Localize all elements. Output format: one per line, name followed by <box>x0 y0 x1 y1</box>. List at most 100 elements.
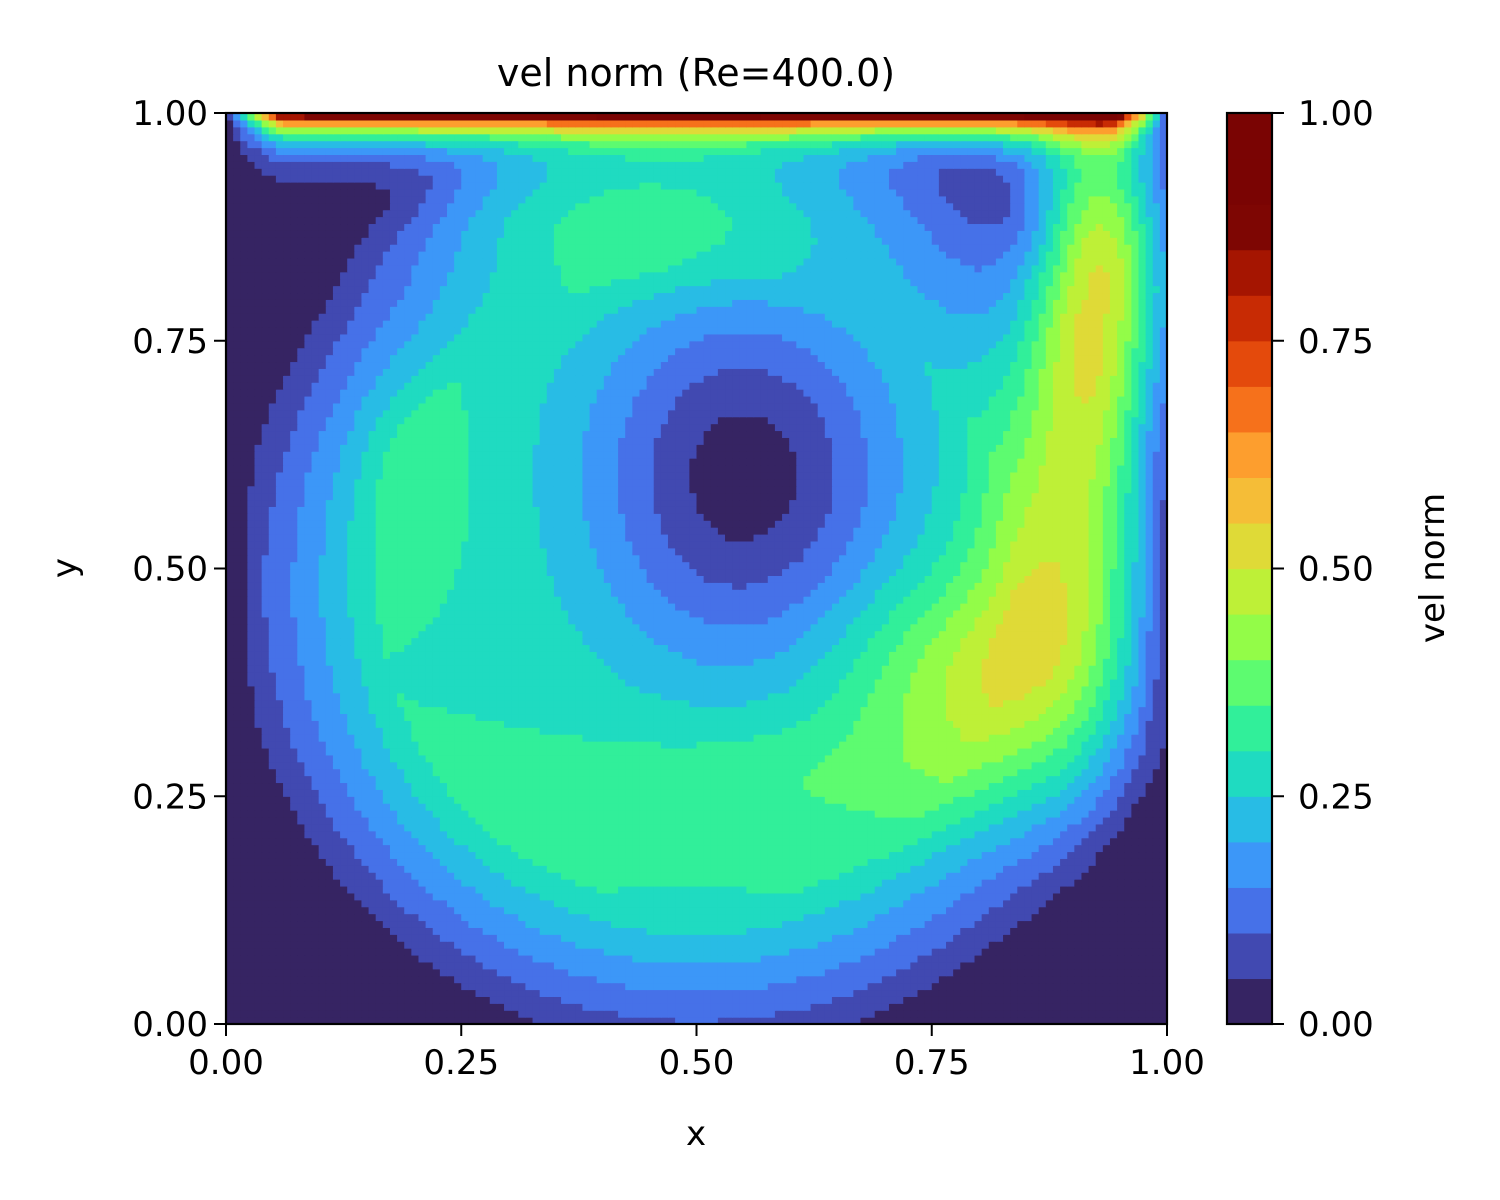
contour-cell <box>247 899 256 908</box>
contour-cell <box>432 879 441 887</box>
contour-cell <box>725 837 733 846</box>
contour-cell <box>853 927 862 935</box>
contour-cell <box>974 879 983 887</box>
contour-cell <box>454 1003 462 1011</box>
contour-cell <box>475 810 484 818</box>
contour-cell <box>610 982 619 991</box>
contour-cell <box>625 899 633 908</box>
contour-cell <box>596 782 605 790</box>
contour-cell <box>532 775 541 784</box>
contour-cell <box>689 961 698 970</box>
contour-cell <box>539 775 548 784</box>
contour-cell <box>618 920 626 928</box>
contour-cell <box>1024 885 1033 894</box>
contour-cell <box>682 941 690 949</box>
contour-cell <box>946 954 954 963</box>
contour-cell <box>874 768 883 777</box>
contour-cell <box>311 1003 320 1011</box>
contour-cell <box>603 996 612 1004</box>
contour-cell <box>789 892 797 901</box>
contour-cell <box>646 775 655 784</box>
contour-cell <box>397 885 405 894</box>
contour-cell <box>511 913 519 922</box>
contour-cell <box>717 941 726 949</box>
contour-cell <box>1045 982 1054 991</box>
contour-cell <box>1109 941 1118 949</box>
contour-cell <box>347 968 355 977</box>
contour-cell <box>618 830 626 839</box>
contour-cell <box>782 865 790 873</box>
contour-cell <box>275 954 284 963</box>
contour-cell <box>796 899 805 908</box>
contour-cell <box>511 1003 519 1011</box>
contour-cell <box>903 941 911 949</box>
contour-cell <box>354 810 363 818</box>
contour-cell <box>1003 906 1011 915</box>
contour-cell <box>682 1003 690 1011</box>
contour-cell <box>1060 913 1068 922</box>
contour-cell <box>739 885 747 894</box>
contour-cell <box>1067 899 1075 908</box>
contour-cell <box>910 782 919 790</box>
contour-cell <box>960 975 968 984</box>
contour-cell <box>725 879 733 887</box>
contour-cell <box>1138 941 1147 949</box>
contour-cell <box>596 1003 605 1011</box>
contour-cell <box>1067 892 1075 901</box>
contour-cell <box>746 885 755 894</box>
contour-cell <box>1102 899 1111 908</box>
contour-cell <box>931 830 940 839</box>
contour-cell <box>446 920 455 928</box>
contour-cell <box>553 865 562 873</box>
contour-cell <box>739 837 747 846</box>
contour-cell <box>682 892 690 901</box>
contour-cell <box>1159 837 1167 846</box>
contour-cell <box>689 954 698 963</box>
contour-cell <box>839 796 847 804</box>
contour-cell <box>831 954 840 963</box>
contour-cell <box>946 858 954 866</box>
contour-cell <box>575 885 584 894</box>
contour-cell <box>1017 899 1026 908</box>
contour-cell <box>903 858 911 866</box>
contour-cell <box>853 789 862 797</box>
contour-cell <box>504 830 512 839</box>
contour-cell <box>796 872 805 880</box>
contour-cell <box>746 768 755 777</box>
contour-cell <box>1145 858 1154 866</box>
contour-cell <box>810 1010 819 1018</box>
contour-cell <box>853 948 862 956</box>
contour-cell <box>1024 851 1033 859</box>
contour-cell <box>589 1010 598 1018</box>
contour-cell <box>903 865 911 873</box>
contour-cell <box>482 941 491 949</box>
contour-cell <box>454 844 462 853</box>
contour-cell <box>468 789 477 797</box>
contour-cell <box>382 865 391 873</box>
contour-cell <box>988 816 997 825</box>
contour-cell <box>860 810 869 818</box>
contour-cell <box>632 975 641 984</box>
contour-cell <box>1131 851 1140 859</box>
contour-cell <box>860 892 869 901</box>
contour-cell <box>660 989 669 997</box>
contour-cell <box>539 934 548 942</box>
contour-cell <box>347 796 355 804</box>
contour-cell <box>375 1010 384 1018</box>
contour-cell <box>839 789 847 797</box>
contour-cell <box>297 837 306 846</box>
contour-cell <box>689 1003 698 1011</box>
contour-cell <box>1024 934 1033 942</box>
contour-cell <box>725 982 733 991</box>
contour-cell <box>881 823 890 832</box>
contour-field <box>226 113 1167 1024</box>
contour-cell <box>995 816 1004 825</box>
contour-cell <box>839 968 847 977</box>
contour-cell <box>347 858 355 866</box>
contour-cell <box>846 927 854 935</box>
contour-cell <box>774 892 783 901</box>
contour-cell <box>1159 899 1167 908</box>
contour-cell <box>468 830 477 839</box>
contour-cell <box>553 920 562 928</box>
contour-cell <box>368 782 377 790</box>
